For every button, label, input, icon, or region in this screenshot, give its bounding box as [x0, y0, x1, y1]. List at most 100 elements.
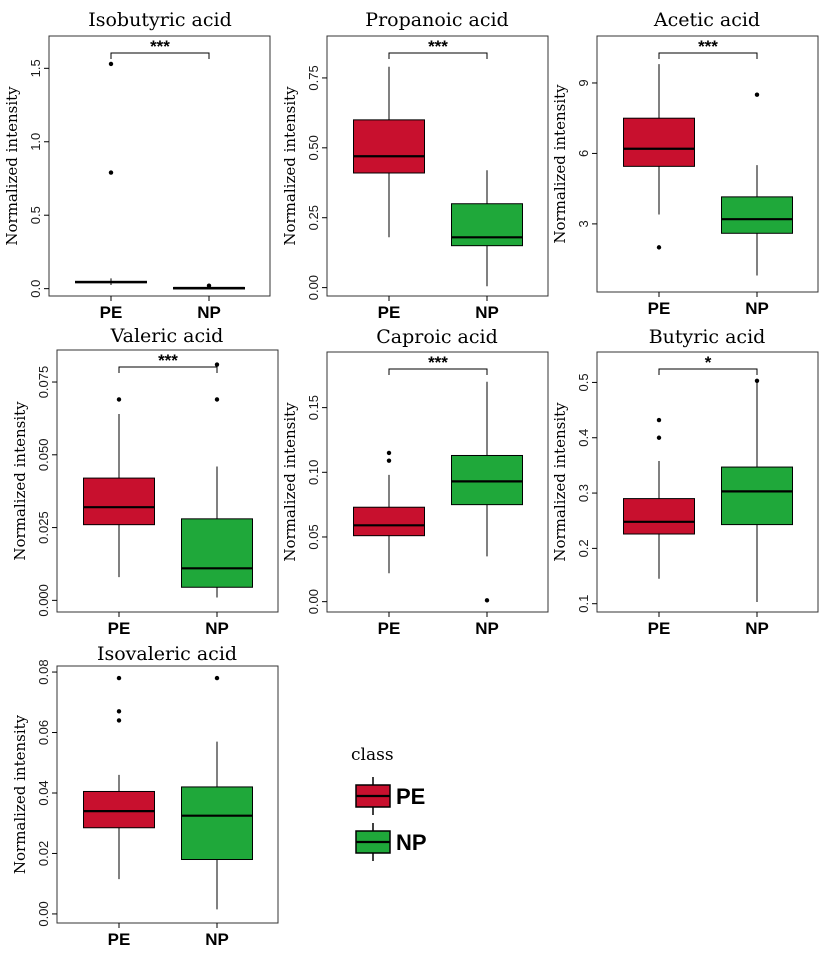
x-tick-label: NP [197, 303, 221, 322]
plot-frame [596, 351, 819, 613]
y-axis-label: Normalized intensity [281, 86, 299, 246]
y-tick-label: 6 [576, 150, 591, 157]
y-axis-label: Normalized intensity [11, 714, 29, 874]
significance-label: *** [150, 37, 170, 56]
iqr-box [353, 506, 425, 537]
plot-frame [596, 35, 819, 293]
y-axis-label: Normalized intensity [551, 402, 569, 562]
chart-title: Isobutyric acid [88, 9, 232, 31]
outlier-point [656, 435, 662, 440]
significance-label: *** [698, 37, 718, 56]
outlier-point [214, 675, 220, 681]
iqr-box [721, 466, 793, 526]
iqr-box [623, 117, 695, 167]
x-tick-label: PE [108, 619, 131, 638]
box-pe [353, 450, 425, 574]
chart-title: Propanoic acid [365, 9, 508, 31]
outlier-point [484, 598, 490, 603]
y-tick-label: 0.75 [306, 65, 321, 90]
chart-panel-0: Isobutyric acid Normalized intensity 0.0 0.… [3, 9, 271, 322]
box-pe [75, 61, 147, 285]
legend-title: class [351, 745, 394, 765]
y-tick-label: 0.00 [36, 901, 51, 926]
box-pe [623, 417, 695, 579]
iqr-box [451, 203, 523, 247]
y-tick-label: 0.075 [36, 366, 51, 399]
legend-label-pe: PE [396, 784, 425, 809]
legend-label-np: NP [396, 830, 427, 855]
x-tick-label: PE [100, 303, 123, 322]
outlier-point [214, 362, 220, 367]
iqr-box [623, 498, 695, 535]
y-tick-label: 0.25 [306, 205, 321, 230]
y-tick-label: 0.50 [306, 135, 321, 160]
y-tick-label: 0.05 [306, 524, 321, 549]
iqr-box [83, 790, 155, 829]
iqr-box [721, 196, 793, 234]
x-tick-label: NP [205, 619, 229, 638]
outlier-point [754, 92, 760, 97]
iqr-box [83, 477, 155, 526]
chart-panel-2: Acetic acid Normalized intensity 3 6 9 PE NP **… [551, 9, 819, 318]
x-tick-label: PE [378, 619, 401, 638]
outlier-point [116, 718, 122, 723]
box-np [181, 675, 253, 910]
significance-bracket [118, 366, 218, 373]
outlier-point [214, 397, 220, 402]
box-np [451, 381, 523, 603]
y-tick-label: 0.00 [306, 275, 321, 300]
legend-key-pe [355, 777, 391, 815]
box-pe [83, 397, 155, 578]
y-tick-label: 0.5 [576, 373, 591, 391]
significance-bracket [388, 368, 488, 375]
chart-title: Caproic acid [376, 326, 498, 348]
x-tick-label: NP [205, 930, 229, 949]
y-tick-label: 0.10 [306, 460, 321, 485]
outlier-point [386, 450, 392, 456]
iqr-box [451, 454, 523, 506]
y-tick-label: 0.08 [36, 659, 51, 684]
x-tick-label: PE [378, 303, 401, 322]
y-tick-label: 1.0 [28, 133, 43, 151]
outlier-point [116, 675, 122, 681]
outlier-point [754, 378, 760, 383]
y-tick-label: 1.5 [28, 59, 43, 77]
legend-key-np [355, 823, 391, 861]
y-tick-label: 0.4 [576, 429, 591, 447]
iqr-box [181, 518, 253, 588]
plot-frame [56, 349, 279, 613]
plot-frame [326, 351, 549, 613]
y-tick-label: 0.15 [306, 395, 321, 420]
significance-label: * [705, 353, 712, 372]
y-tick-label: 0.3 [576, 484, 591, 502]
significance-bracket [658, 52, 758, 59]
y-tick-label: 0.050 [36, 439, 51, 472]
significance-label: *** [428, 353, 448, 372]
outlier-point [108, 61, 114, 67]
chart-panel-6: Isovaleric acid Normalized intensity 0.00 0… [11, 643, 279, 949]
x-tick-label: NP [745, 299, 769, 318]
y-tick-label: 0.00 [306, 589, 321, 614]
significance-label: *** [428, 37, 448, 56]
y-tick-label: 0.025 [36, 511, 51, 544]
box-pe [83, 675, 155, 880]
chart-title: Isovaleric acid [97, 643, 237, 665]
y-tick-label: 0.0 [28, 280, 43, 298]
x-tick-label: PE [648, 619, 671, 638]
x-tick-label: NP [475, 303, 499, 322]
y-tick-label: 0.1 [576, 595, 591, 613]
box-pe [623, 64, 695, 250]
x-tick-label: PE [108, 930, 131, 949]
outlier-point [656, 417, 662, 423]
box-np [173, 283, 245, 290]
plot-frame [56, 665, 279, 924]
x-tick-label: NP [745, 619, 769, 638]
y-axis-label: Normalized intensity [3, 86, 21, 246]
chart-panel-5: Butyric acid Normalized intensity 0.1 0.2 0.… [551, 326, 819, 638]
y-tick-label: 3 [576, 220, 591, 227]
significance-bracket [110, 52, 210, 59]
outlier-point [108, 170, 114, 175]
plot-frame [326, 35, 549, 297]
